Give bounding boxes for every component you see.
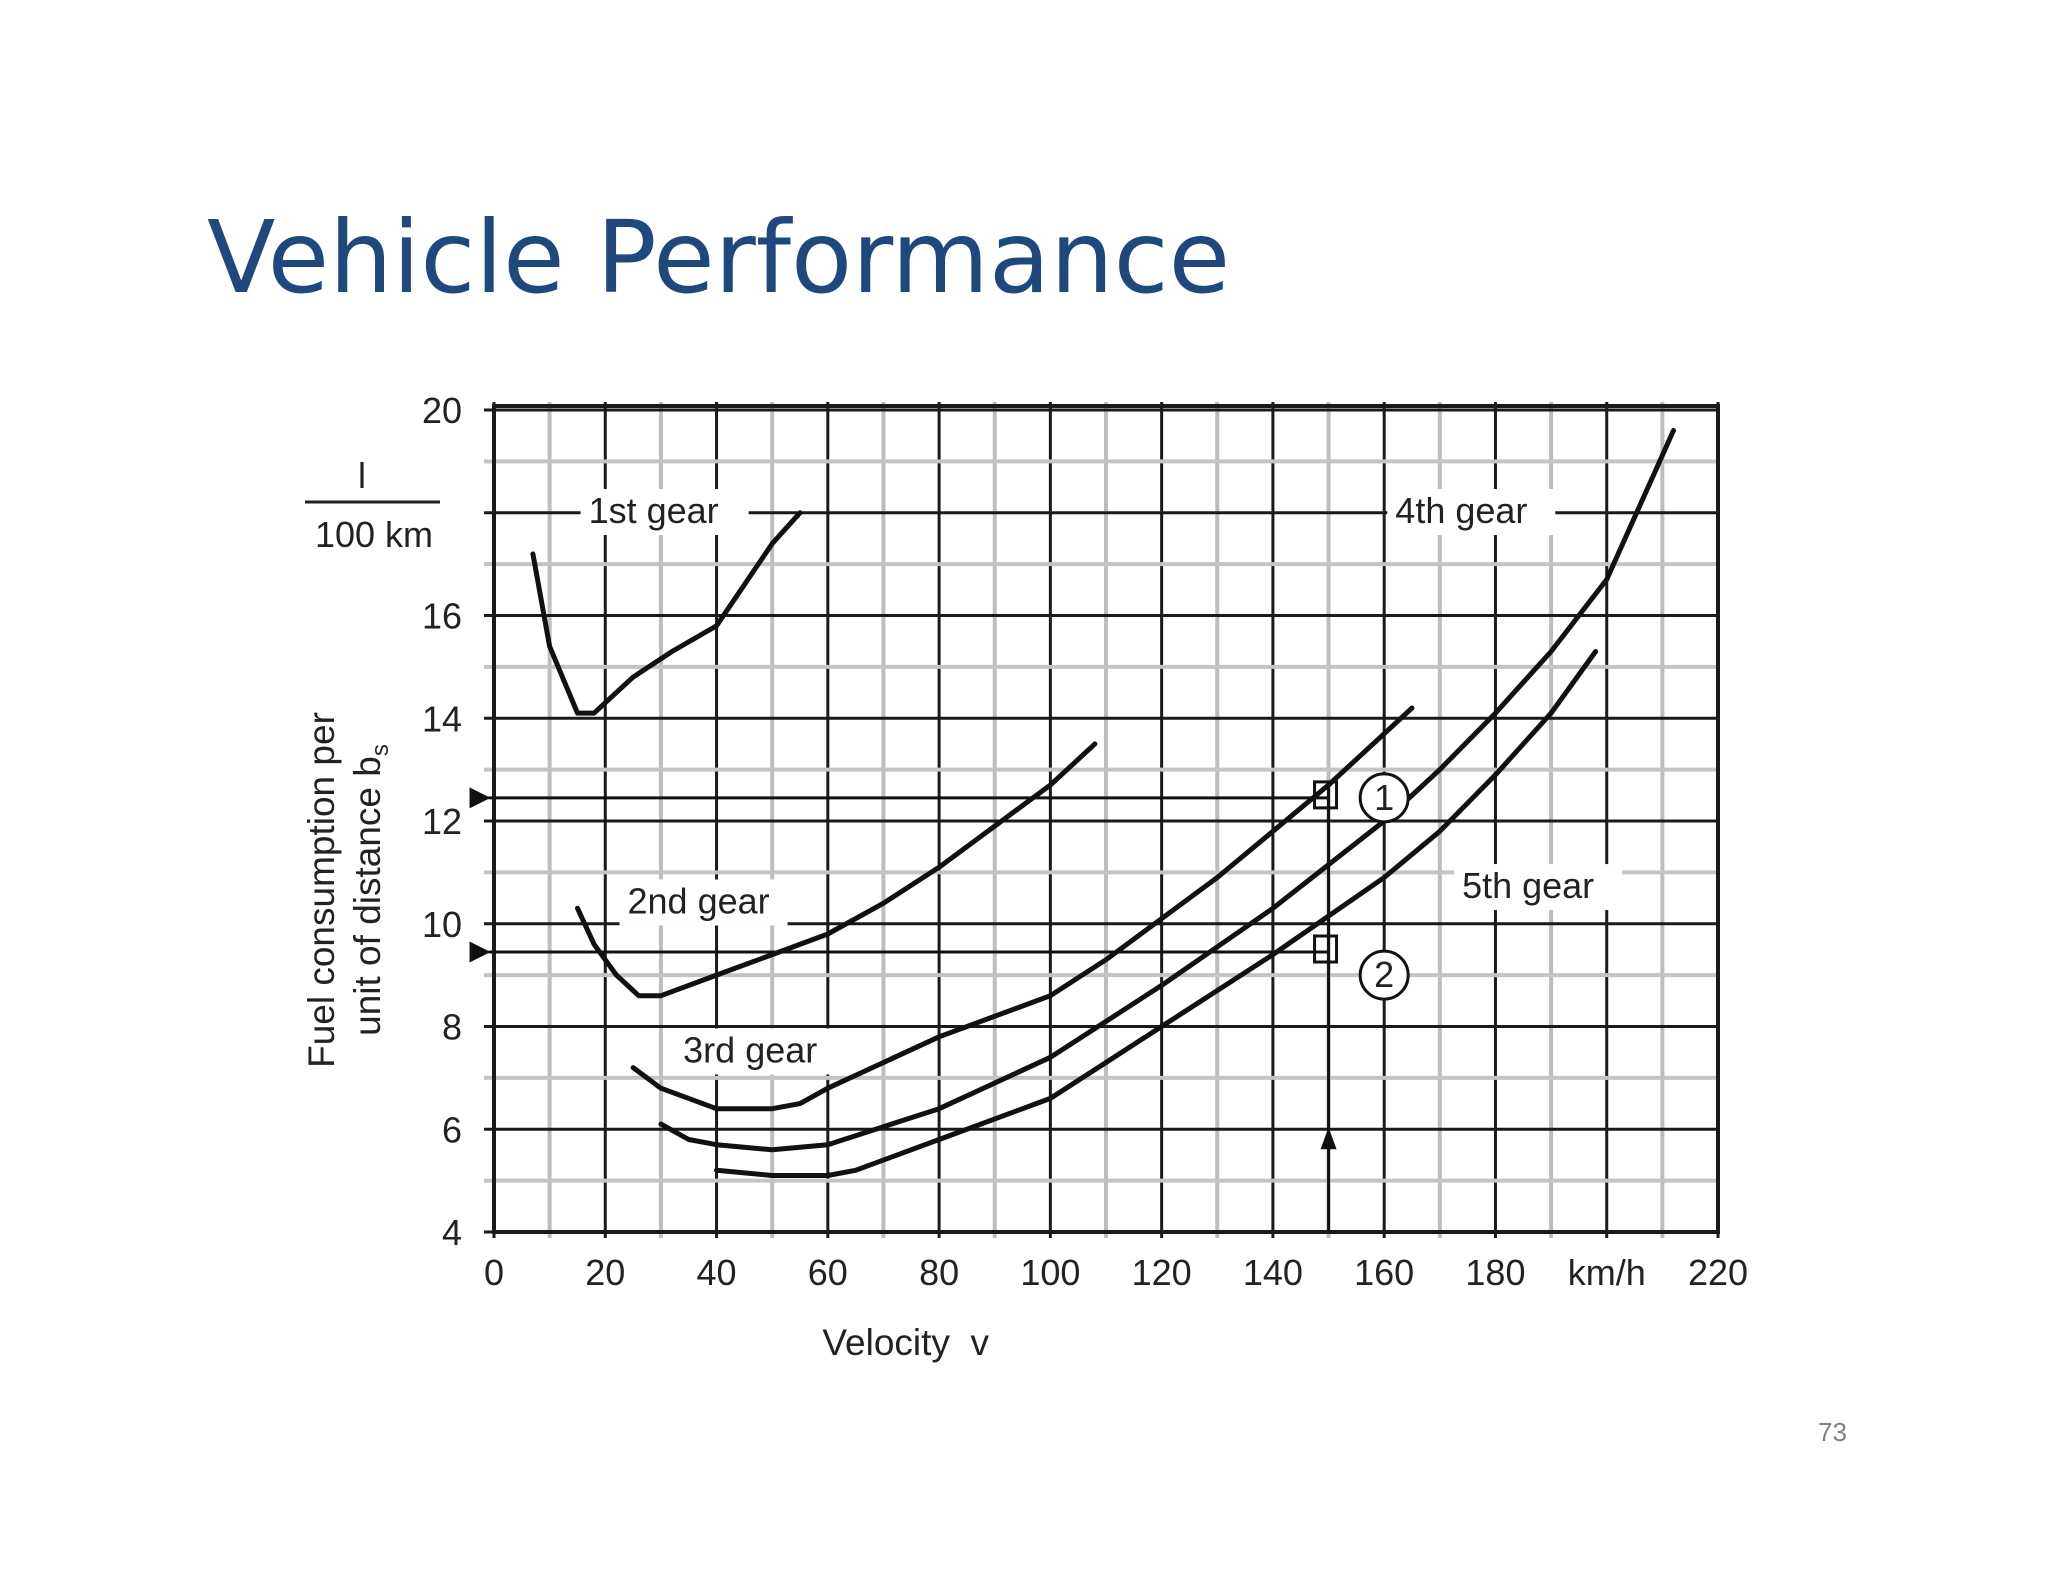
y-tick-label: 4 [442,1212,462,1253]
plot-frame [492,404,1720,1234]
series-label: 2nd gear [628,880,770,921]
series-label-bg [1387,489,1556,536]
operating-point-guides: 12 [469,772,1410,1232]
series-label: 3rd gear [683,1029,817,1070]
x-tick-label: 180 [1465,1252,1525,1293]
series-label-bg [675,1028,844,1075]
velocity-marker-arrow [1320,1127,1337,1150]
series-label: 4th gear [1395,490,1527,531]
page-number: 73 [1818,1417,1847,1447]
circled-marker [1358,772,1410,824]
y-tick-label: 10 [422,904,462,945]
gear-curves: 1st gear 2nd gear 3rd gear 4th gear 5th gear [530,428,1676,1178]
slide-title: Vehicle Performance [207,199,1231,316]
series-label: 1st gear [589,490,719,531]
x-tick-label: 100 [1020,1252,1080,1293]
series-label-bg [619,879,788,926]
x-tick-label: 20 [585,1252,625,1293]
x-tick-label: 40 [697,1252,737,1293]
y-unit-denominator: 100 km [315,514,433,555]
y-unit: l 100 km [305,455,440,555]
series-line [630,705,1415,1112]
series-label: 5th gear [1462,865,1594,906]
y-axis-label-main: unit of distance b [347,756,388,1036]
y-tick-label: 12 [422,801,462,842]
circled-marker-label: 1 [1374,777,1394,818]
y-tick-label: 8 [442,1007,462,1048]
y-axis-label: Fuel consumption per unit of distance bs [301,712,394,1068]
x-tick-label: 160 [1354,1252,1414,1293]
x-tick-label: 140 [1243,1252,1303,1293]
series-line [714,649,1599,1178]
intersection-box-2 [1313,934,1339,964]
circled-marker [1358,949,1410,1001]
y-axis-label-line2: unit of distance bs [347,744,394,1036]
tick-labels: 0 20 40 60 80 100 120 140 160 180 km/h 220468101214… [422,390,1748,1293]
x-tick-label: 220 [1688,1252,1748,1293]
y-tick-label: 6 [442,1109,462,1150]
y-axis-label-line1: Fuel consumption per [301,712,342,1068]
x-tick-label: 80 [919,1252,959,1293]
series-label-bg [580,489,749,536]
x-tick-label: km/h [1568,1252,1646,1293]
series-line [530,510,803,716]
series-label-bg [1454,864,1623,911]
series-line [575,741,1098,999]
x-axis-label: Velocity v [822,1322,989,1363]
x-tick-label: 0 [484,1252,504,1293]
x-tick-label: 120 [1132,1252,1192,1293]
y-tick-label: 14 [422,698,462,739]
series-line [658,428,1676,1153]
y-tick-label: 16 [422,596,462,637]
x-tick-label: 60 [808,1252,848,1293]
y-unit-numerator: l [358,455,366,496]
circled-marker-label: 2 [1374,954,1394,995]
intersection-box-1 [1313,780,1339,810]
y-tick-label: 20 [422,390,462,431]
y-axis-label-subscript: s [367,744,394,756]
